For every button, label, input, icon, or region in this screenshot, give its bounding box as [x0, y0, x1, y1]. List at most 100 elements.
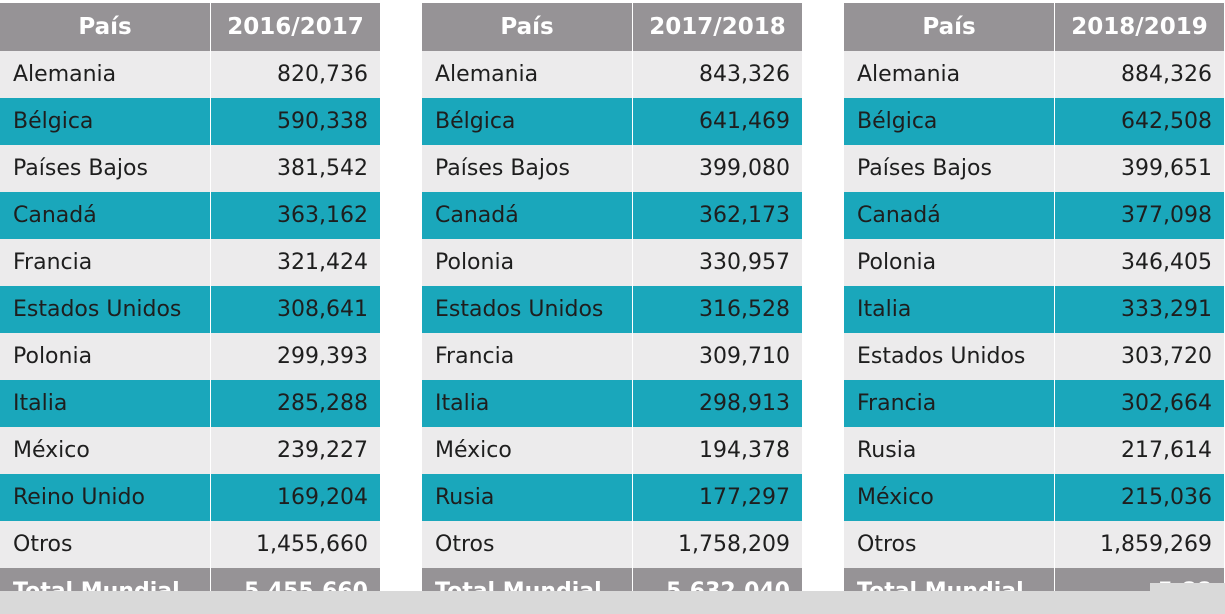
table-row: México 239,227: [0, 427, 380, 474]
country-name: Alemania: [844, 51, 1055, 98]
country-name: Bélgica: [0, 98, 211, 145]
country-name: Otros: [0, 521, 211, 568]
table-row: Países Bajos 399,651: [844, 145, 1224, 192]
country-value: 194,378: [699, 438, 790, 463]
country-name: Estados Unidos: [422, 286, 633, 333]
country-value: 399,080: [699, 156, 790, 181]
table-row: Polonia 330,957: [422, 239, 802, 286]
country-value: 843,326: [699, 62, 790, 87]
table-2018-2019: País 2018/2019 Alemania 884,326 Bélgica 642,5…: [844, 3, 1224, 614]
table-row: Francia 309,710: [422, 333, 802, 380]
country-name: Otros: [844, 521, 1055, 568]
table-header: País 2018/2019: [844, 3, 1224, 51]
table-row: Países Bajos 381,542: [0, 145, 380, 192]
country-name: Polonia: [422, 239, 633, 286]
country-name: Francia: [0, 239, 211, 286]
country-name: México: [844, 474, 1055, 521]
country-name: Bélgica: [844, 98, 1055, 145]
country-value: 820,736: [277, 62, 368, 87]
header-year: 2016/2017: [227, 14, 364, 40]
table-row: Reino Unido 169,204: [0, 474, 380, 521]
country-value: 641,469: [699, 109, 790, 134]
country-name: Rusia: [422, 474, 633, 521]
table-row: México 194,378: [422, 427, 802, 474]
table-row: Polonia 299,393: [0, 333, 380, 380]
country-name: Alemania: [0, 51, 211, 98]
country-value: 590,338: [277, 109, 368, 134]
table-row: Canadá 363,162: [0, 192, 380, 239]
table-row: Otros 1,859,269: [844, 521, 1224, 568]
country-name: Francia: [422, 333, 633, 380]
country-name: Polonia: [0, 333, 211, 380]
country-value: 169,204: [277, 485, 368, 510]
header-year: 2017/2018: [649, 14, 786, 40]
country-value: 308,641: [277, 297, 368, 322]
header-country: País: [844, 3, 1055, 51]
table-header: País 2017/2018: [422, 3, 802, 51]
country-name: Países Bajos: [844, 145, 1055, 192]
table-row: Alemania 843,326: [422, 51, 802, 98]
table-header: País 2016/2017: [0, 3, 380, 51]
header-country: País: [0, 3, 211, 51]
country-value: 217,614: [1121, 438, 1212, 463]
country-value: 285,288: [277, 391, 368, 416]
country-value: 377,098: [1121, 203, 1212, 228]
header-year: 2018/2019: [1071, 14, 1208, 40]
country-value: 302,664: [1121, 391, 1212, 416]
country-name: Polonia: [844, 239, 1055, 286]
country-name: Reino Unido: [0, 474, 211, 521]
country-value: 215,036: [1121, 485, 1212, 510]
country-value: 298,913: [699, 391, 790, 416]
country-value: 316,528: [699, 297, 790, 322]
table-row: Alemania 884,326: [844, 51, 1224, 98]
country-value: 299,393: [277, 344, 368, 369]
country-value: 1,455,660: [256, 532, 368, 557]
country-value: 239,227: [277, 438, 368, 463]
country-name: Países Bajos: [422, 145, 633, 192]
country-name: Países Bajos: [0, 145, 211, 192]
country-name: Canadá: [0, 192, 211, 239]
country-name: Otros: [422, 521, 633, 568]
country-value: 884,326: [1121, 62, 1212, 87]
table-row: Italia 333,291: [844, 286, 1224, 333]
country-name: Italia: [844, 286, 1055, 333]
country-name: Rusia: [844, 427, 1055, 474]
table-row: Canadá 362,173: [422, 192, 802, 239]
table-row: México 215,036: [844, 474, 1224, 521]
table-row: Estados Unidos 308,641: [0, 286, 380, 333]
bottom-scroll-band: [0, 591, 1225, 614]
country-name: México: [422, 427, 633, 474]
country-value: 321,424: [277, 250, 368, 275]
country-name: Estados Unidos: [844, 333, 1055, 380]
table-row: Italia 285,288: [0, 380, 380, 427]
country-value: 399,651: [1121, 156, 1212, 181]
table-row: Bélgica 642,508: [844, 98, 1224, 145]
country-value: 303,720: [1121, 344, 1212, 369]
country-name: Italia: [0, 380, 211, 427]
table-row: Bélgica 641,469: [422, 98, 802, 145]
country-name: Bélgica: [422, 98, 633, 145]
country-value: 346,405: [1121, 250, 1212, 275]
country-value: 381,542: [277, 156, 368, 181]
table-row: Rusia 217,614: [844, 427, 1224, 474]
overlay-patch: [1150, 583, 1225, 593]
country-name: Canadá: [844, 192, 1055, 239]
table-2017-2018: País 2017/2018 Alemania 843,326 Bélgica 641,4…: [422, 3, 802, 614]
table-row: Otros 1,758,209: [422, 521, 802, 568]
country-value: 177,297: [699, 485, 790, 510]
country-value: 363,162: [277, 203, 368, 228]
table-2016-2017: País 2016/2017 Alemania 820,736 Bélgica 590,3…: [0, 3, 380, 614]
table-row: Italia 298,913: [422, 380, 802, 427]
country-value: 1,758,209: [678, 532, 790, 557]
country-name: Canadá: [422, 192, 633, 239]
table-row: Canadá 377,098: [844, 192, 1224, 239]
table-row: Polonia 346,405: [844, 239, 1224, 286]
table-row: Rusia 177,297: [422, 474, 802, 521]
table-row: Francia 321,424: [0, 239, 380, 286]
country-name: México: [0, 427, 211, 474]
header-country: País: [422, 3, 633, 51]
country-name: Italia: [422, 380, 633, 427]
table-row: Francia 302,664: [844, 380, 1224, 427]
country-value: 1,859,269: [1100, 532, 1212, 557]
